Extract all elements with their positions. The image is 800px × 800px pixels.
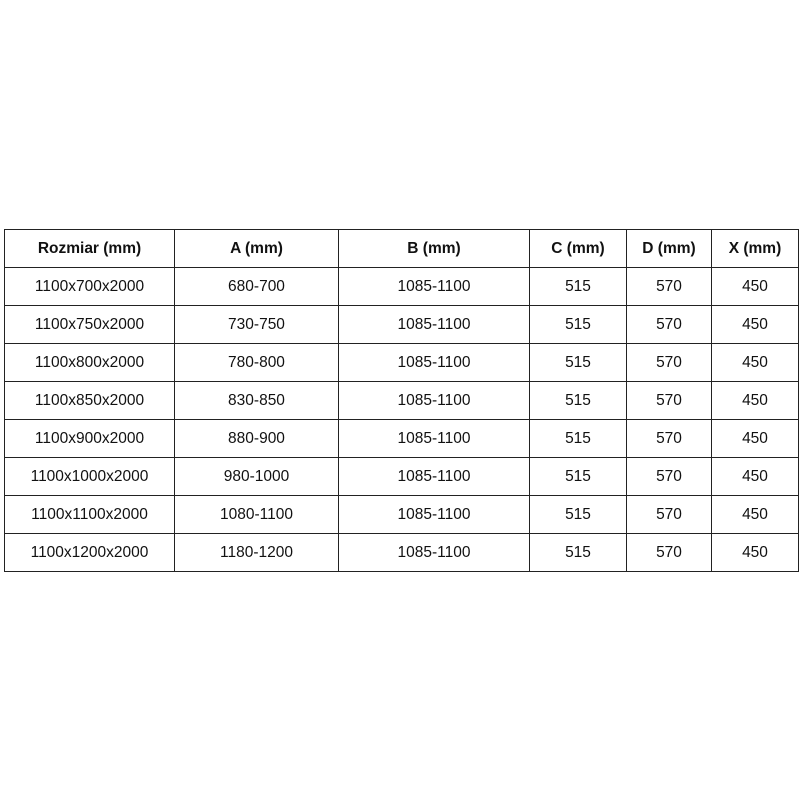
table-cell: 515 — [529, 495, 627, 534]
header-row: Rozmiar (mm) A (mm) B (mm) C (mm) D (mm) X (m… — [4, 229, 799, 268]
dimensions-table: Rozmiar (mm) A (mm) B (mm) C (mm) D (mm) X (m… — [4, 229, 799, 572]
table-cell: 515 — [529, 457, 627, 496]
column-header: Rozmiar (mm) — [4, 229, 175, 268]
table-cell: 450 — [711, 381, 799, 420]
table-cell: 570 — [626, 305, 712, 344]
table-cell: 450 — [711, 533, 799, 572]
table-cell: 570 — [626, 419, 712, 458]
table-cell: 1100x900x2000 — [4, 419, 175, 458]
column-header: X (mm) — [711, 229, 799, 268]
column-header: C (mm) — [529, 229, 627, 268]
table-cell: 515 — [529, 381, 627, 420]
table-cell: 980-1000 — [174, 457, 339, 496]
table-cell: 570 — [626, 457, 712, 496]
table-cell: 515 — [529, 305, 627, 344]
table-cell: 1100x800x2000 — [4, 343, 175, 382]
table-row: 1100x850x2000 830-850 1085-1100 515 570 450 — [4, 381, 799, 420]
table-cell: 1085-1100 — [338, 495, 530, 534]
table-cell: 570 — [626, 495, 712, 534]
table-cell: 1085-1100 — [338, 343, 530, 382]
table-cell: 1100x1100x2000 — [4, 495, 175, 534]
table-cell: 450 — [711, 457, 799, 496]
table-cell: 450 — [711, 343, 799, 382]
table-row: 1100x800x2000 780-800 1085-1100 515 570 450 — [4, 343, 799, 382]
table-cell: 1080-1100 — [174, 495, 339, 534]
table-cell: 830-850 — [174, 381, 339, 420]
table-row: 1100x750x2000 730-750 1085-1100 515 570 450 — [4, 305, 799, 344]
table-cell: 1085-1100 — [338, 305, 530, 344]
table-cell: 680-700 — [174, 267, 339, 306]
column-header: B (mm) — [338, 229, 530, 268]
table-cell: 880-900 — [174, 419, 339, 458]
table-cell: 450 — [711, 419, 799, 458]
table-cell: 1100x700x2000 — [4, 267, 175, 306]
table-cell: 515 — [529, 419, 627, 458]
table-cell: 1100x1000x2000 — [4, 457, 175, 496]
table-cell: 1085-1100 — [338, 419, 530, 458]
table-cell: 780-800 — [174, 343, 339, 382]
table-cell: 1085-1100 — [338, 533, 530, 572]
table-cell: 1085-1100 — [338, 457, 530, 496]
table-cell: 1100x850x2000 — [4, 381, 175, 420]
table-cell: 450 — [711, 267, 799, 306]
table-row: 1100x900x2000 880-900 1085-1100 515 570 450 — [4, 419, 799, 458]
table-cell: 1180-1200 — [174, 533, 339, 572]
table-cell: 570 — [626, 381, 712, 420]
table-cell: 1100x1200x2000 — [4, 533, 175, 572]
table-row: 1100x700x2000 680-700 1085-1100 515 570 450 — [4, 267, 799, 306]
table-row: 1100x1100x2000 1080-1100 1085-1100 515 570 45… — [4, 495, 799, 534]
table-cell: 1085-1100 — [338, 381, 530, 420]
table-cell: 1100x750x2000 — [4, 305, 175, 344]
table-cell: 570 — [626, 267, 712, 306]
table-cell: 515 — [529, 533, 627, 572]
table-row: 1100x1000x2000 980-1000 1085-1100 515 570 450 — [4, 457, 799, 496]
table-cell: 450 — [711, 495, 799, 534]
table-cell: 570 — [626, 343, 712, 382]
table-cell: 1085-1100 — [338, 267, 530, 306]
table-cell: 515 — [529, 343, 627, 382]
column-header: A (mm) — [174, 229, 339, 268]
table-cell: 570 — [626, 533, 712, 572]
table-cell: 450 — [711, 305, 799, 344]
table-cell: 515 — [529, 267, 627, 306]
table-cell: 730-750 — [174, 305, 339, 344]
column-header: D (mm) — [626, 229, 712, 268]
table-row: 1100x1200x2000 1180-1200 1085-1100 515 570 45… — [4, 533, 799, 572]
